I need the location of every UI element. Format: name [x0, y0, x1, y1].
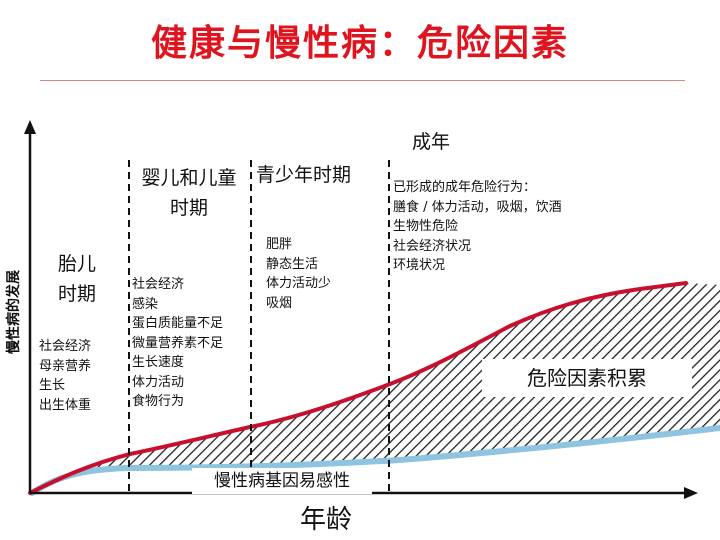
- factor-item: 感染: [132, 296, 159, 312]
- risk-accumulation-label: 危险因素积累: [482, 359, 692, 397]
- stage-title-line: 婴儿和儿童: [141, 167, 237, 189]
- factor-item: 环境状况: [393, 258, 446, 273]
- factor-item: 出生体重: [39, 397, 92, 413]
- x-axis-label: 年龄: [300, 505, 353, 535]
- stage-factors-fetal: 社会经济 母亲营养 生长 出生体重: [39, 337, 91, 415]
- stage-title-adolescence: 青少年时期: [256, 160, 351, 190]
- y-axis-arrow: [24, 120, 36, 134]
- stage-title-adulthood: 成年: [412, 127, 450, 157]
- gene-susceptibility-curve: [29, 425, 720, 496]
- factor-item: 膳食 / 体力活动，吸烟，饮酒: [393, 199, 562, 215]
- factor-item: 体力活动少: [266, 276, 332, 291]
- stage-factors-adolescence: 肥胖 静态生活 体力活动少 吸烟: [266, 235, 331, 313]
- factor-item: 食物行为: [132, 394, 185, 409]
- stage-title-line: 时期: [169, 197, 208, 219]
- factor-item: 体力活动: [132, 374, 185, 390]
- factor-item: 社会经济: [39, 339, 92, 354]
- factor-item: 微量营养素不足: [132, 335, 224, 351]
- stage-factors-adulthood: 已形成的成年危险行为： 膳食 / 体力活动，吸烟，饮酒 生物性危险 社会经济状况…: [393, 178, 562, 276]
- title-divider: [40, 80, 685, 81]
- risk-accumulation-area: [30, 283, 720, 493]
- stage-title-fetal: 胎儿 时期: [58, 249, 96, 309]
- factor-item: 已形成的成年危险行为：: [393, 180, 537, 195]
- factor-item: 吸烟: [266, 295, 293, 311]
- stage-factors-infant-child: 社会经济 感染 蛋白质能量不足 微量营养素不足 生长速度 体力活动 食物行为: [132, 275, 223, 412]
- stage-title-infant-child: 婴儿和儿童 时期: [133, 163, 245, 223]
- factor-item: 静态生活: [266, 256, 319, 272]
- stage-title-line: 胎儿: [58, 253, 97, 275]
- factor-item: 社会经济状况: [393, 238, 472, 254]
- factor-item: 肥胖: [266, 237, 293, 252]
- y-axis-label: 慢性病的发展: [6, 270, 22, 354]
- stage-title-line: 成年: [412, 131, 451, 153]
- factor-item: 生物性危险: [393, 219, 459, 234]
- factor-item: 社会经济: [132, 277, 185, 292]
- factor-item: 生长: [39, 378, 66, 393]
- factor-item: 生长速度: [132, 355, 185, 370]
- gene-susceptibility-label: 慢性病基因易感性: [192, 468, 372, 494]
- stage-title-line: 时期: [58, 283, 97, 305]
- factor-item: 蛋白质能量不足: [132, 316, 224, 331]
- stage-title-line: 青少年时期: [256, 164, 352, 186]
- page-title: 健康与慢性病：危险因素: [150, 22, 569, 64]
- factor-item: 母亲营养: [39, 358, 92, 374]
- x-axis-arrow: [684, 487, 698, 499]
